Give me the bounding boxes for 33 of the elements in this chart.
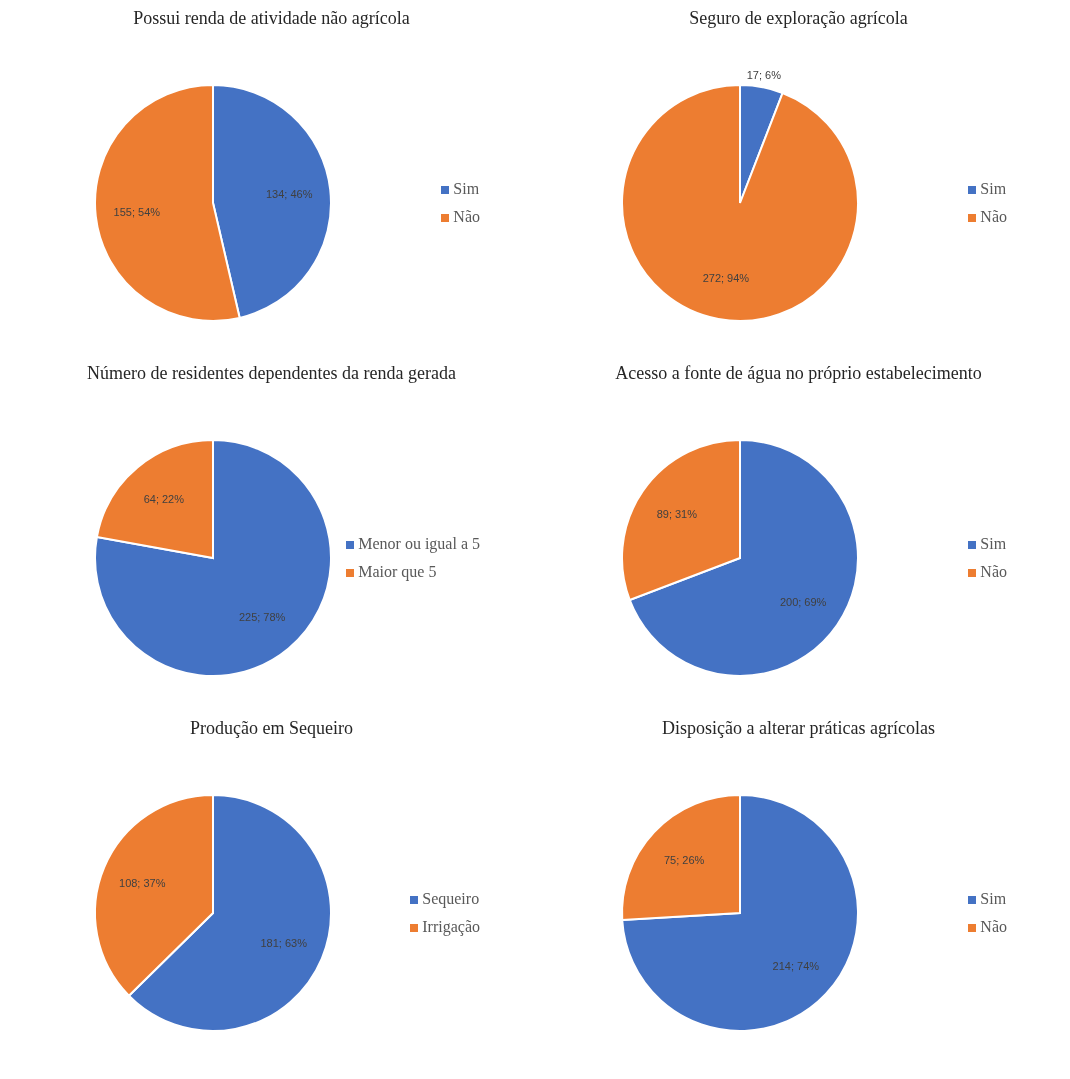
chart-title: Possui renda de atividade não agrícola (132, 8, 411, 30)
chart-title: Número de residentes dependentes da renda gerada (86, 363, 457, 385)
legend-label: Sim (980, 535, 1007, 552)
legend-label: Não (980, 563, 1007, 580)
data-label: 75; 26% (663, 854, 705, 867)
data-label: 200; 69% (779, 595, 827, 608)
legend-label: Sim (980, 890, 1007, 907)
legend-label: Sequeiro (422, 890, 480, 907)
data-label: 155; 54% (113, 205, 161, 218)
data-label: 17; 6% (746, 69, 782, 82)
legend-label: Menor ou igual a 5 (358, 535, 480, 552)
legend-label: Não (980, 208, 1007, 225)
legend-label: Maior que 5 (358, 563, 437, 580)
legend-label: Sim (453, 180, 480, 197)
legend-label: Sim (980, 180, 1007, 197)
pie-slice (94, 439, 332, 677)
data-label: 108; 37% (119, 877, 166, 890)
data-label: 272; 94% (702, 272, 750, 285)
chart-title: Produção em Sequeiro (189, 718, 354, 740)
pie-slice (621, 84, 859, 322)
chart-title: Acesso a fonte de água no próprio estabelecimento (614, 363, 983, 385)
data-label: 214; 74% (772, 959, 820, 972)
data-label: 134; 46% (265, 188, 313, 201)
pie-slice (621, 794, 859, 1032)
chart-title: Disposição a alterar práticas agrícolas (661, 718, 936, 740)
chart-title: Seguro de exploração agrícola (688, 8, 909, 30)
data-label: 89; 31% (656, 508, 698, 521)
legend-label: Não (980, 918, 1007, 935)
legend-label: Não (453, 208, 480, 225)
data-label: 181; 63% (260, 936, 308, 949)
data-label: 225; 78% (238, 610, 286, 623)
data-label: 64; 22% (143, 493, 185, 506)
legend-label: Irrigação (422, 918, 480, 935)
